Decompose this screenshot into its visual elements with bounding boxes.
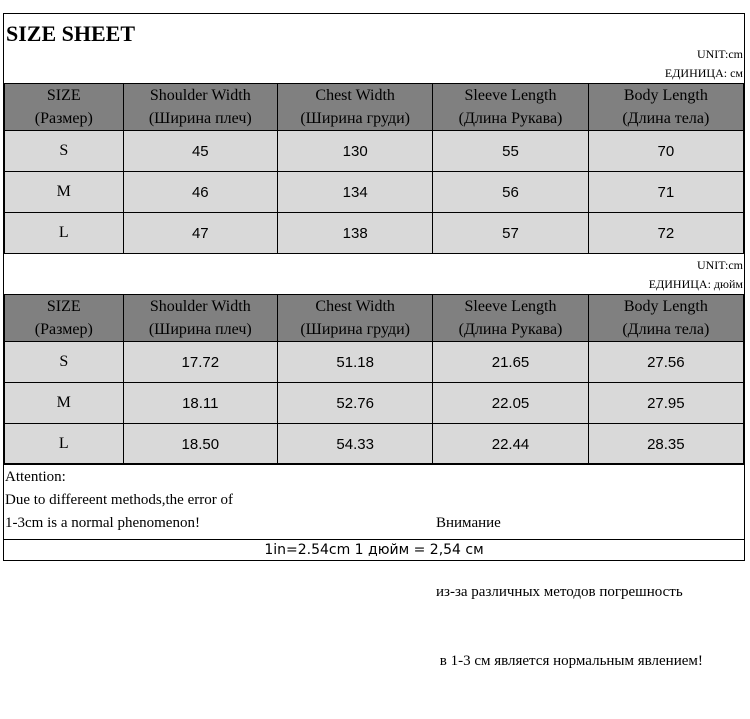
attention-title-en: Attention: <box>5 469 66 485</box>
body-cell: 27.95 <box>587 382 745 424</box>
shoulder-cell: 45 <box>122 130 278 172</box>
table-header-row: SIZE (Размер) Shoulder Width (Ширина плеч)… <box>4 83 745 131</box>
size-table-cm: SIZE (Размер) Shoulder Width (Ширина плеч)… <box>4 83 745 254</box>
sleeve-cell: 22.05 <box>432 382 589 424</box>
size-cell: S <box>4 341 124 383</box>
body-cell: 70 <box>587 130 745 172</box>
table-row: S 17.72 51.18 21.65 27.56 <box>4 341 745 383</box>
table-row: M 18.11 52.76 22.05 27.95 <box>4 382 745 424</box>
shoulder-cell: 18.50 <box>122 423 278 465</box>
size-cell: M <box>4 382 124 424</box>
shoulder-cell: 46 <box>122 171 278 213</box>
size-table-inch: SIZE (Размер) Shoulder Width (Ширина плеч)… <box>4 294 745 465</box>
header-body-length: Body Length (Длина тела) <box>587 83 745 131</box>
chest-cell: 51.18 <box>276 341 434 383</box>
unit-label-en-cm: UNIT:cm <box>696 47 743 61</box>
body-cell: 28.35 <box>587 423 745 465</box>
attention-line2-en: 1-3cm is a normal phenomenon! <box>5 515 200 531</box>
table-row: S 45 130 55 70 <box>4 130 745 172</box>
shoulder-cell: 47 <box>122 212 278 254</box>
chest-cell: 138 <box>276 212 434 254</box>
header-chest-width: Chest Width (Ширина груди) <box>276 294 434 342</box>
attention-english: Attention: Due to differeent methods,the… <box>5 466 233 535</box>
header-size: SIZE (Размер) <box>4 83 124 131</box>
table-row: M 46 134 56 71 <box>4 171 745 213</box>
attention-russian: Внимание из-за различных методов погрешн… <box>436 466 703 719</box>
attention-notes: Attention: Due to differeent methods,the… <box>4 463 744 669</box>
chest-cell: 52.76 <box>276 382 434 424</box>
chest-cell: 134 <box>276 171 434 213</box>
table-header-row: SIZE (Размер) Shoulder Width (Ширина плеч)… <box>4 294 745 342</box>
attention-title-ru: Внимание <box>436 515 501 531</box>
size-cell: S <box>4 130 124 172</box>
body-cell: 72 <box>587 212 745 254</box>
sleeve-cell: 56 <box>432 171 589 213</box>
size-cell: M <box>4 171 124 213</box>
table-row: L 18.50 54.33 22.44 28.35 <box>4 423 745 465</box>
sleeve-cell: 57 <box>432 212 589 254</box>
header-chest-width: Chest Width (Ширина груди) <box>276 83 434 131</box>
header-body-length: Body Length (Длина тела) <box>587 294 745 342</box>
size-cell: L <box>4 423 124 465</box>
sleeve-cell: 21.65 <box>432 341 589 383</box>
body-cell: 71 <box>587 171 745 213</box>
conversion-footer: 1in=2.54cm 1 дюйм = 2,54 см <box>4 539 744 561</box>
size-cell: L <box>4 212 124 254</box>
header-shoulder-width: Shoulder Width (Ширина плеч) <box>122 294 278 342</box>
header-size: SIZE (Размер) <box>4 294 124 342</box>
sheet-title: SIZE SHEET <box>6 21 136 46</box>
shoulder-cell: 17.72 <box>122 341 278 383</box>
attention-line1-ru: из-за различных методов погрешность <box>436 584 683 600</box>
sleeve-cell: 55 <box>432 130 589 172</box>
sleeve-cell: 22.44 <box>432 423 589 465</box>
size-sheet: SIZE SHEET UNIT:cm ЕДИНИЦА: см SIZE (Разм… <box>3 13 745 669</box>
chest-cell: 130 <box>276 130 434 172</box>
unit-label-ru-cm: ЕДИНИЦА: см <box>664 66 743 80</box>
header-sleeve-length: Sleeve Length (Длина Рукава) <box>432 294 589 342</box>
unit-label-en-inch: UNIT:cm <box>696 258 743 272</box>
table-row: L 47 138 57 72 <box>4 212 745 254</box>
attention-line1-en: Due to differeent methods,the error of <box>5 492 233 508</box>
body-cell: 27.56 <box>587 341 745 383</box>
header-shoulder-width: Shoulder Width (Ширина плеч) <box>122 83 278 131</box>
header-sleeve-length: Sleeve Length (Длина Рукава) <box>432 83 589 131</box>
chest-cell: 54.33 <box>276 423 434 465</box>
attention-line2-ru: в 1-3 см является нормальным явлением! <box>436 653 703 669</box>
shoulder-cell: 18.11 <box>122 382 278 424</box>
unit-label-ru-inch: ЕДИНИЦА: дюйм <box>648 277 743 291</box>
